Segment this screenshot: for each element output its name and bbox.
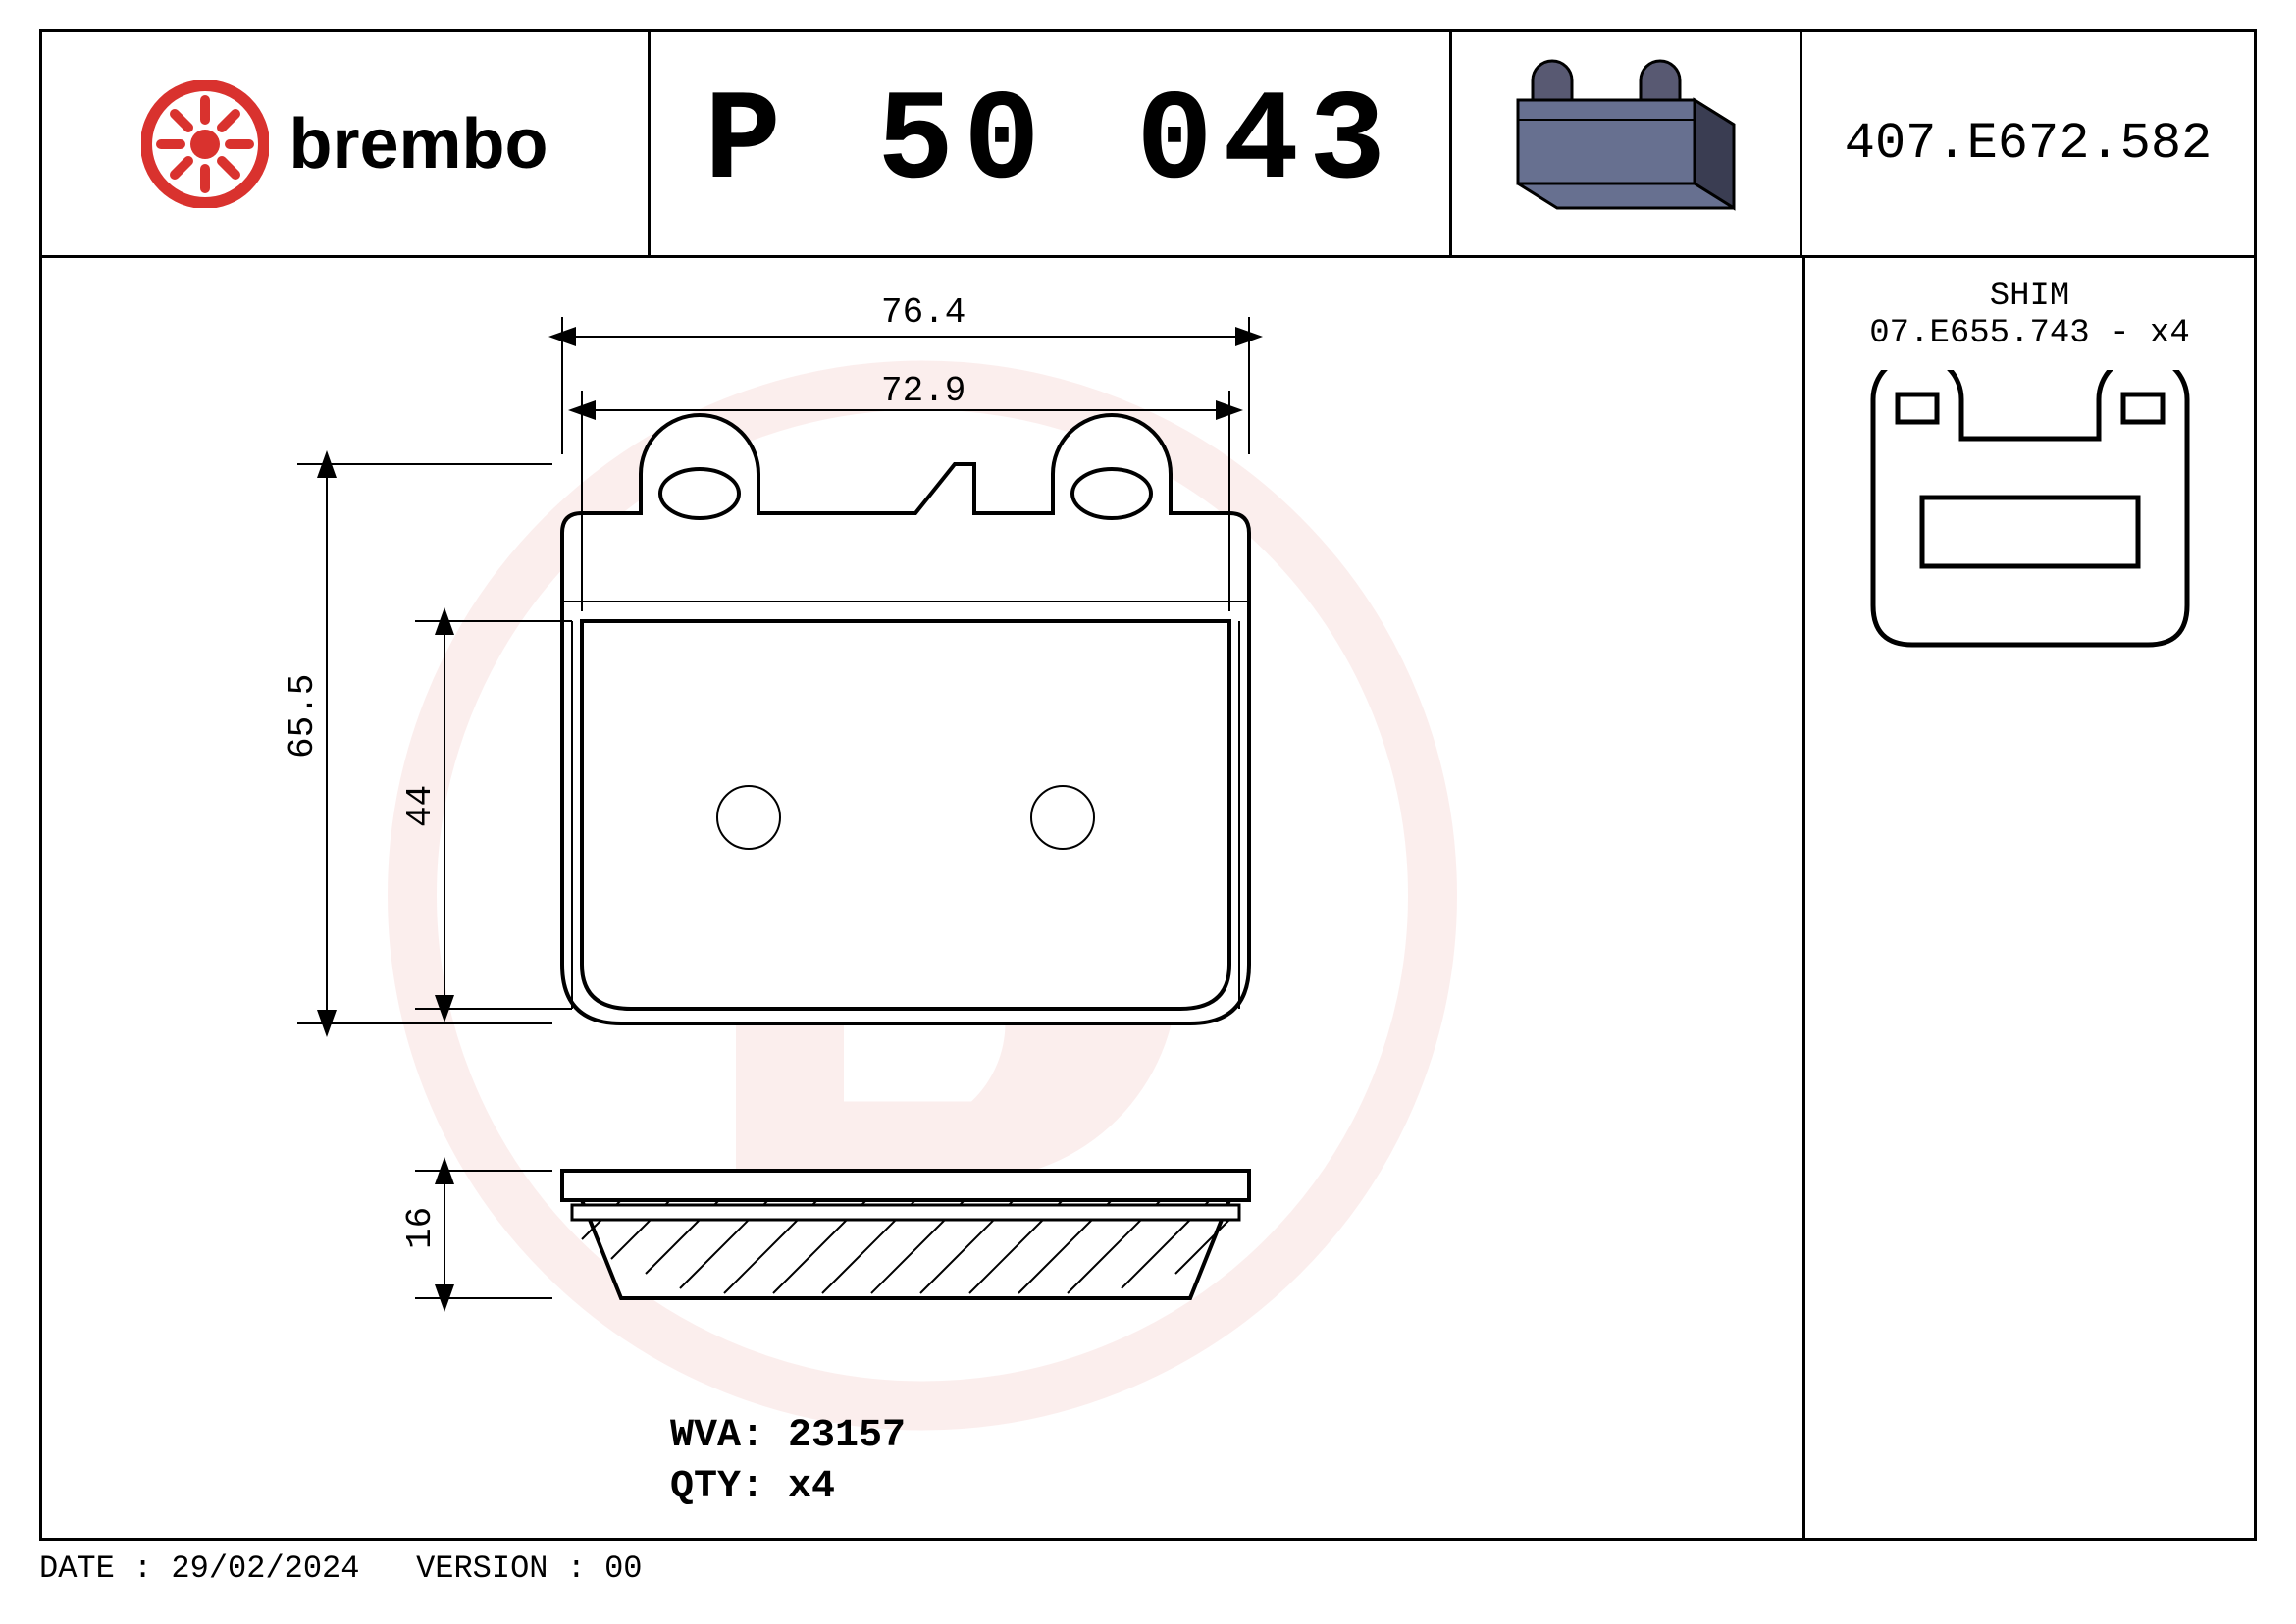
brand-name: brembo bbox=[288, 104, 548, 184]
footer-date-value: 29/02/2024 bbox=[171, 1550, 359, 1587]
drawing-area: 76.4 72.9 65.5 bbox=[42, 258, 1802, 1538]
qty-label: QTY: bbox=[670, 1465, 764, 1509]
dim-thickness: 16 bbox=[400, 1207, 441, 1249]
part-number: P 50 043 bbox=[651, 32, 1449, 255]
logo-cell: brembo bbox=[42, 32, 651, 255]
notes-block: WVA: 23157 QTY: x4 bbox=[670, 1411, 906, 1513]
footer-date-label: DATE : bbox=[39, 1550, 152, 1587]
footer-version-label: VERSION : bbox=[416, 1550, 586, 1587]
wva-label: WVA: bbox=[670, 1414, 764, 1458]
brembo-logo-icon bbox=[141, 80, 269, 208]
drawing-code: 407.E672.582 bbox=[1802, 32, 2254, 255]
shim-panel: SHIM 07.E655.743 - x4 bbox=[1802, 258, 2254, 1538]
shim-icon bbox=[1844, 370, 2217, 664]
isometric-thumbnail bbox=[1449, 32, 1802, 255]
qty-value: x4 bbox=[788, 1465, 835, 1509]
drawing-sheet: brembo P 50 043 407.E672.582 bbox=[39, 29, 2257, 1541]
dim-inner-width: 72.9 bbox=[881, 371, 965, 411]
footer: DATE : 29/02/2024 VERSION : 00 bbox=[39, 1550, 643, 1587]
footer-version-value: 00 bbox=[604, 1550, 642, 1587]
dim-overall-height: 65.5 bbox=[283, 674, 323, 759]
body-row: 76.4 72.9 65.5 bbox=[42, 258, 2254, 1538]
dim-friction-height: 44 bbox=[400, 785, 441, 827]
technical-drawing: 76.4 72.9 65.5 bbox=[42, 258, 1799, 1534]
shim-label: SHIM bbox=[1825, 278, 2234, 315]
header-row: brembo P 50 043 407.E672.582 bbox=[42, 32, 2254, 258]
shim-code: 07.E655.743 - x4 bbox=[1825, 315, 2234, 352]
dim-overall-width: 76.4 bbox=[881, 292, 965, 333]
wva-value: 23157 bbox=[788, 1414, 906, 1458]
